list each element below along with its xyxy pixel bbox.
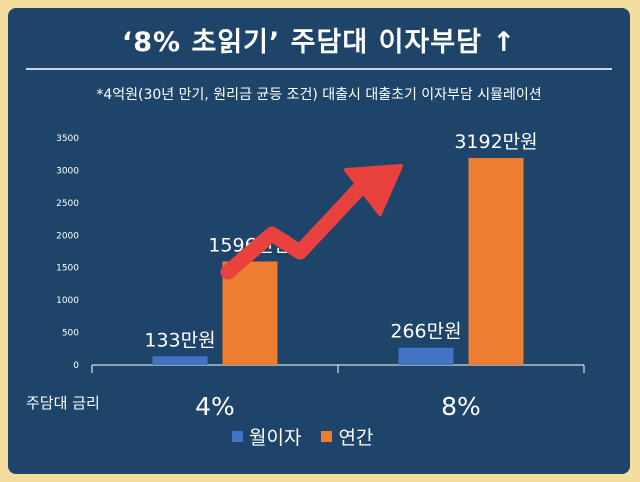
subtitle: *4억원(30년 만기, 원리금 균등 조건) 대출시 대출초기 이자부담 시뮬… bbox=[96, 87, 542, 103]
category-label: 4% bbox=[195, 392, 235, 421]
bar-monthly bbox=[398, 347, 454, 365]
legend-label-monthly: 월이자 bbox=[249, 426, 302, 449]
data-label: 3192만원 bbox=[454, 131, 537, 153]
bar-annual bbox=[468, 157, 524, 365]
y-axis-ticks: 0 500 1000 1500 2000 2500 3000 3500 bbox=[56, 134, 79, 371]
legend-item-annual: 연간 bbox=[321, 423, 373, 450]
y-tick-label: 500 bbox=[62, 329, 79, 339]
category-label: 8% bbox=[441, 392, 481, 421]
y-tick-label: 1000 bbox=[56, 296, 79, 306]
legend-label-annual: 연간 bbox=[338, 426, 374, 449]
x-axis-ticks bbox=[91, 365, 585, 373]
bar-monthly bbox=[152, 356, 208, 365]
y-tick-label: 2500 bbox=[56, 199, 79, 209]
page-title: ‘8% 초읽기’ 주담대 이자부담 ↑ bbox=[122, 27, 516, 58]
data-label: 133만원 bbox=[144, 329, 215, 351]
category-labels: 4% 8% bbox=[195, 392, 481, 421]
legend-swatch-annual bbox=[321, 430, 333, 442]
y-tick-label: 2000 bbox=[56, 231, 79, 241]
trend-arrow-icon bbox=[220, 164, 403, 280]
legend-item-monthly: 월이자 bbox=[232, 423, 301, 450]
x-axis-title: 주담대 금리 bbox=[26, 394, 100, 412]
legend: 월이자 연간 bbox=[232, 423, 393, 449]
y-tick-label: 1500 bbox=[56, 264, 79, 274]
y-tick-label: 0 bbox=[73, 361, 79, 371]
data-label: 266만원 bbox=[390, 321, 461, 343]
legend-swatch-monthly bbox=[232, 430, 243, 442]
y-tick-label: 3500 bbox=[56, 134, 79, 144]
bars bbox=[152, 157, 524, 365]
y-tick-label: 3000 bbox=[56, 166, 79, 176]
bar-annual bbox=[222, 261, 278, 365]
title-divider bbox=[26, 68, 612, 70]
